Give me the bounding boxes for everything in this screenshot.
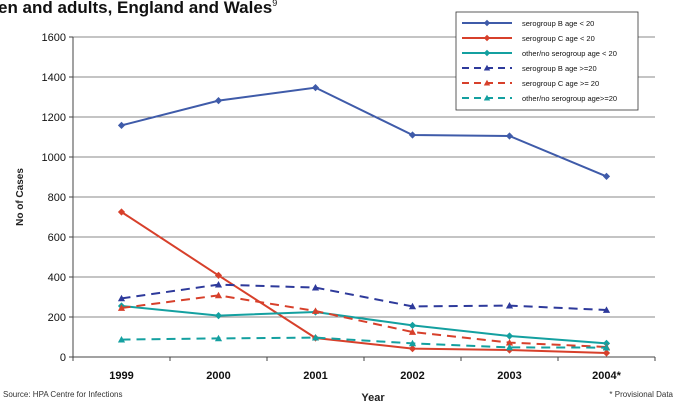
legend-item: serogroup C age >= 20 bbox=[462, 79, 599, 88]
y-axis-ticks: 0 200 400 600 800 1000 1200 1400 1600 bbox=[42, 32, 73, 364]
series-4 bbox=[117, 281, 611, 313]
legend-item: serogroup B age >=20 bbox=[462, 64, 597, 73]
chart-title-text: en and adults, England and Wales bbox=[0, 0, 273, 17]
legend-item: serogroup C age < 20 bbox=[462, 34, 595, 43]
series-2 bbox=[117, 208, 611, 357]
legend-label: other/no serogroup age < 20 bbox=[522, 49, 617, 58]
y-tick-label: 1200 bbox=[42, 112, 66, 124]
data-point bbox=[602, 344, 611, 351]
series-1 bbox=[117, 84, 611, 180]
series-line bbox=[121, 86, 607, 178]
legend-marker bbox=[483, 49, 491, 57]
legend-item: other/no serogroup age < 20 bbox=[462, 49, 617, 58]
x-axis-ticks: 1999 2000 2001 2002 2003 2004* bbox=[72, 357, 656, 382]
data-point bbox=[505, 302, 514, 309]
y-tick-label: 1000 bbox=[42, 152, 66, 164]
legend-marker bbox=[483, 79, 491, 86]
data-point bbox=[311, 284, 320, 291]
data-point bbox=[311, 307, 320, 314]
y-tick-label: 600 bbox=[48, 232, 66, 244]
legend-label: serogroup B age < 20 bbox=[522, 19, 594, 28]
data-point bbox=[214, 97, 223, 105]
legend-label: serogroup C age >= 20 bbox=[522, 79, 599, 88]
title-footnote: 9 bbox=[272, 0, 278, 8]
series-line bbox=[121, 294, 607, 348]
axes bbox=[72, 37, 655, 358]
data-point bbox=[602, 306, 611, 313]
legend: serogroup B age < 20 serogroup C age < 20… bbox=[455, 11, 639, 111]
series-line bbox=[121, 336, 607, 349]
y-tick-label: 800 bbox=[48, 192, 66, 204]
data-point bbox=[408, 345, 417, 353]
data-point bbox=[505, 339, 514, 346]
data-point bbox=[117, 294, 126, 302]
legend-box bbox=[455, 11, 639, 111]
x-tick-label: 1999 bbox=[109, 370, 133, 382]
data-point bbox=[311, 334, 320, 341]
data-point bbox=[214, 291, 223, 299]
y-tick-label: 0 bbox=[60, 352, 66, 364]
data-point bbox=[505, 332, 514, 340]
legend-label: serogroup B age >=20 bbox=[522, 64, 597, 73]
data-point bbox=[408, 321, 417, 329]
data-point bbox=[214, 334, 223, 342]
y-tick-label: 400 bbox=[48, 272, 66, 284]
series-group bbox=[117, 84, 611, 357]
data-point bbox=[408, 131, 417, 139]
series-line bbox=[120, 211, 607, 354]
data-point bbox=[505, 132, 514, 140]
series-line bbox=[121, 305, 607, 345]
legend-marker bbox=[483, 64, 491, 71]
y-tick-label: 1400 bbox=[42, 72, 66, 84]
data-point bbox=[117, 336, 126, 343]
series-6 bbox=[117, 334, 611, 351]
data-point bbox=[214, 271, 223, 279]
data-point bbox=[214, 312, 223, 320]
legend-label: other/no serogroup age>=20 bbox=[522, 94, 617, 103]
data-point bbox=[311, 84, 320, 92]
data-point bbox=[602, 349, 611, 357]
data-point bbox=[408, 328, 417, 335]
x-tick-label: 2003 bbox=[497, 370, 521, 382]
legend-marker bbox=[483, 94, 491, 101]
legend-label: serogroup C age < 20 bbox=[522, 34, 595, 43]
legend-marker bbox=[483, 19, 491, 27]
data-point bbox=[602, 172, 611, 180]
x-tick-label: 2004* bbox=[592, 370, 621, 382]
legend-item: serogroup B age < 20 bbox=[462, 19, 594, 28]
x-tick-label: 2000 bbox=[206, 370, 230, 382]
data-point bbox=[117, 121, 126, 129]
series-5 bbox=[117, 291, 611, 350]
y-tick-label: 1600 bbox=[42, 32, 66, 44]
series-line bbox=[121, 283, 607, 311]
chart-title: en and adults, England and Wales9 bbox=[0, 0, 277, 18]
data-point bbox=[408, 302, 417, 310]
legend-marker bbox=[483, 34, 491, 42]
x-tick-label: 2001 bbox=[303, 370, 327, 382]
x-tick-label: 2002 bbox=[400, 370, 424, 382]
provisional-note: * Provisional Data bbox=[609, 390, 673, 399]
y-axis-label: No of Cases bbox=[15, 168, 26, 226]
data-point bbox=[505, 343, 514, 351]
y-tick-label: 200 bbox=[48, 312, 66, 324]
data-point bbox=[214, 281, 223, 288]
data-point bbox=[117, 304, 126, 311]
data-point bbox=[408, 339, 417, 347]
data-point bbox=[117, 208, 126, 216]
x-axis-label: Year bbox=[361, 392, 385, 401]
source-note: Source: HPA Centre for Infections bbox=[3, 390, 123, 399]
legend-item: other/no serogroup age>=20 bbox=[462, 94, 617, 103]
